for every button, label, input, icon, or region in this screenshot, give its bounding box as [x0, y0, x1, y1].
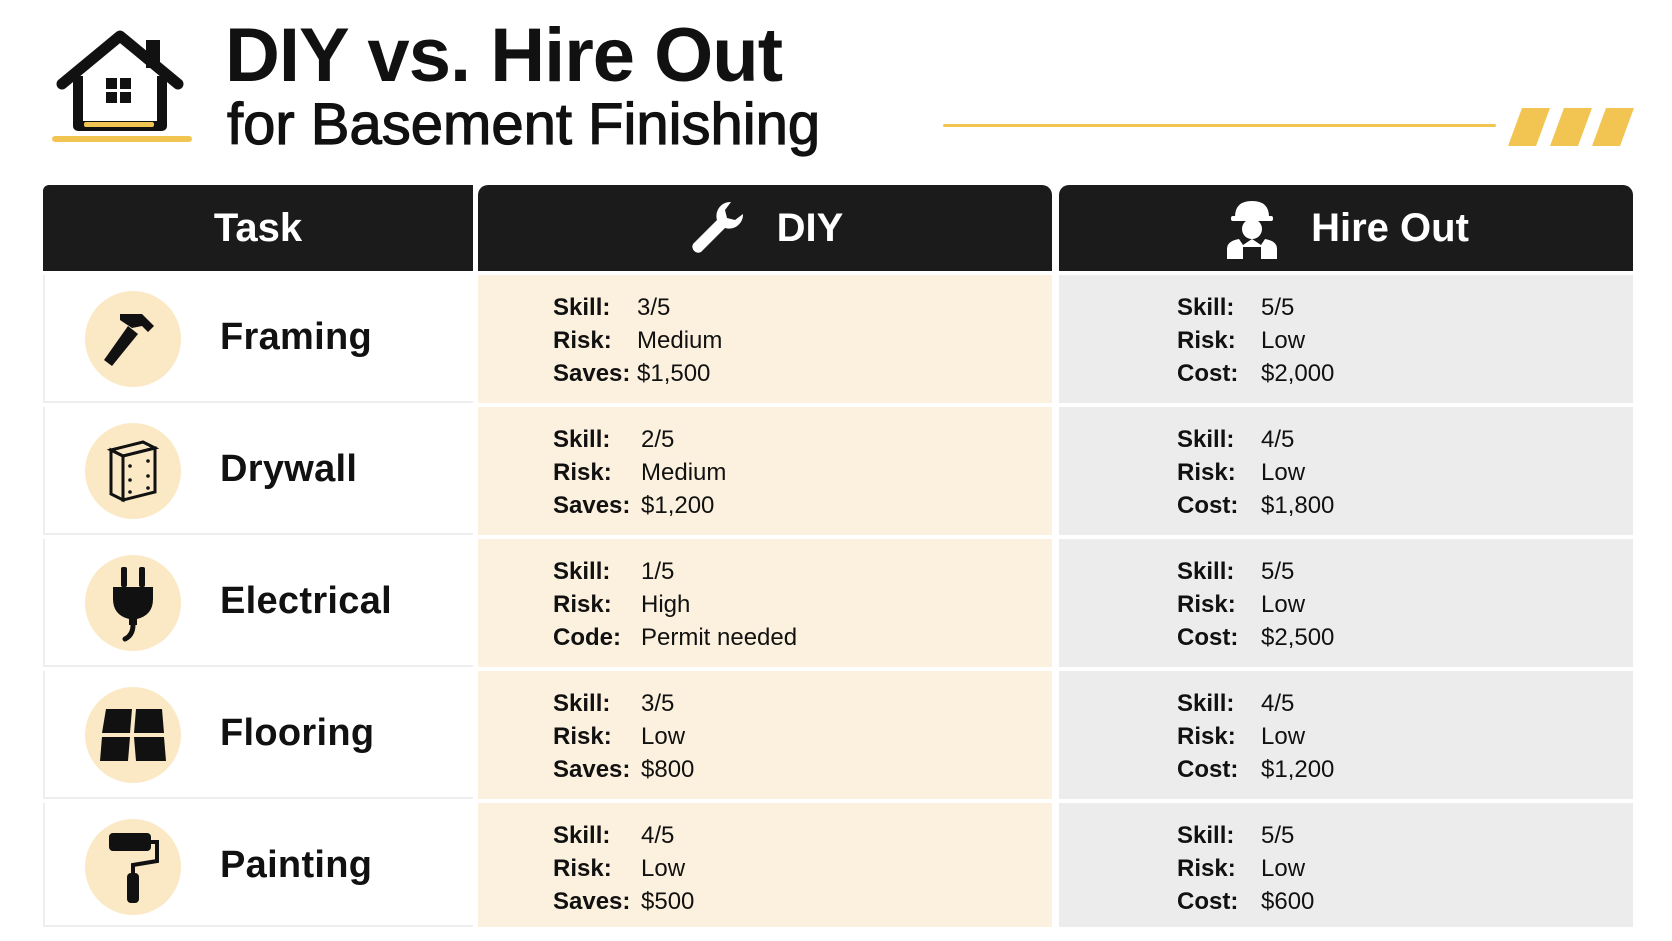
table-row: Flooring	[43, 671, 473, 799]
diy-column-header: DIY	[478, 185, 1052, 271]
metric-skill: Skill: 3/5	[553, 294, 671, 321]
task-name: Electrical	[220, 579, 392, 622]
metric-skill: Skill: 5/5	[1177, 822, 1295, 849]
metric-skill: Skill: 4/5	[553, 822, 675, 849]
diy-metrics: Skill: 3/5 Risk: Medium Saves: $1,500	[553, 291, 722, 390]
task-name: Painting	[220, 843, 373, 886]
table-row: Framing	[43, 275, 473, 403]
page-subtitle: for Basement Finishing	[226, 92, 821, 157]
metric-skill: Skill: 1/5	[553, 558, 675, 585]
metric-risk: Risk: Low	[1177, 459, 1306, 486]
drywall-panel-icon	[85, 423, 181, 519]
metric-saves: Saves: $800	[553, 756, 695, 783]
metric-saves: Saves: $1,500	[553, 360, 711, 387]
diy-metrics: Skill: 1/5 Risk: High Code: Permit needed	[553, 555, 797, 654]
plug-icon	[85, 555, 181, 651]
table-row: Drywall	[43, 407, 473, 535]
metric-code: Code: Permit needed	[553, 624, 798, 651]
table-row: Skill: 5/5 Risk: Low Cost: $600	[1059, 803, 1633, 927]
metric-skill: Skill: 3/5	[553, 690, 675, 717]
metric-risk: Risk: Low	[1177, 327, 1306, 354]
house-icon	[52, 30, 192, 142]
task-name: Drywall	[220, 447, 358, 490]
hire-metrics: Skill: 5/5 Risk: Low Cost: $2,000	[1177, 291, 1334, 390]
hire-metrics: Skill: 5/5 Risk: Low Cost: $2,500	[1177, 555, 1334, 654]
hire-out-column: Hire Out Skill: 5/5 Risk: Low Cost: $2,000 …	[1059, 185, 1633, 927]
worker-icon	[1227, 201, 1278, 259]
table-row: Skill: 4/5 Risk: Low Cost: $1,800	[1059, 407, 1633, 535]
hammer-icon	[85, 291, 181, 387]
floor-tiles-icon	[85, 687, 181, 783]
metric-cost: Cost: $1,800	[1177, 492, 1335, 519]
accent-line	[943, 124, 1496, 127]
table-row: Skill: 1/5 Risk: High Code: Permit needed	[478, 539, 1052, 667]
page-title: DIY vs. Hire Out	[225, 13, 783, 98]
table-row: Skill: 3/5 Risk: Low Saves: $800	[478, 671, 1052, 799]
table-row: Electrical	[43, 539, 473, 667]
hire-metrics: Skill: 5/5 Risk: Low Cost: $600	[1177, 819, 1314, 918]
metric-risk: Risk: Medium	[553, 459, 727, 486]
metric-cost: Cost: $2,500	[1177, 624, 1335, 651]
diy-header-label: DIY	[776, 205, 844, 250]
diy-metrics: Skill: 4/5 Risk: Low Saves: $500	[553, 819, 694, 918]
metric-risk: Risk: Medium	[553, 327, 723, 354]
diy-metrics: Skill: 3/5 Risk: Low Saves: $800	[553, 687, 694, 786]
table-row: Skill: 2/5 Risk: Medium Saves: $1,200	[478, 407, 1052, 535]
metric-risk: Risk: Low	[553, 723, 686, 750]
table-row: Skill: 4/5 Risk: Low Saves: $500	[478, 803, 1052, 927]
table-row: Skill: 4/5 Risk: Low Cost: $1,200	[1059, 671, 1633, 799]
hire-out-column-header: Hire Out	[1059, 185, 1633, 271]
task-name: Framing	[220, 315, 373, 358]
hire-metrics: Skill: 4/5 Risk: Low Cost: $1,800	[1177, 423, 1334, 522]
table-row: Skill: 3/5 Risk: Medium Saves: $1,500	[478, 275, 1052, 403]
task-header-label: Task	[213, 205, 303, 250]
metric-skill: Skill: 2/5	[553, 426, 675, 453]
metric-saves: Saves: $500	[553, 888, 695, 915]
table-row: Painting	[43, 803, 473, 927]
metric-saves: Saves: $1,200	[553, 492, 715, 519]
metric-risk: Risk: Low	[1177, 591, 1306, 618]
metric-skill: Skill: 5/5	[1177, 558, 1295, 585]
hire-out-header-label: Hire Out	[1311, 205, 1469, 250]
metric-risk: Risk: High	[553, 591, 691, 618]
metric-risk: Risk: Low	[1177, 855, 1306, 882]
wrench-icon	[692, 201, 743, 253]
comparison-table: Task Framing	[43, 185, 1633, 927]
task-column-header: Task	[43, 185, 473, 271]
stripes-decoration	[1508, 108, 1634, 146]
table-row: Skill: 5/5 Risk: Low Cost: $2,000	[1059, 275, 1633, 403]
table-row: Skill: 5/5 Risk: Low Cost: $2,500	[1059, 539, 1633, 667]
paint-roller-icon	[85, 819, 181, 915]
metric-skill: Skill: 5/5	[1177, 294, 1295, 321]
metric-risk: Risk: Low	[553, 855, 686, 882]
metric-cost: Cost: $1,200	[1177, 756, 1335, 783]
metric-skill: Skill: 4/5	[1177, 690, 1295, 717]
metric-skill: Skill: 4/5	[1177, 426, 1295, 453]
metric-cost: Cost: $2,000	[1177, 360, 1335, 387]
task-column: Task Framing	[43, 185, 473, 927]
metric-cost: Cost: $600	[1177, 888, 1315, 915]
task-name: Flooring	[220, 711, 375, 754]
metric-risk: Risk: Low	[1177, 723, 1306, 750]
diy-metrics: Skill: 2/5 Risk: Medium Saves: $1,200	[553, 423, 726, 522]
hire-metrics: Skill: 4/5 Risk: Low Cost: $1,200	[1177, 687, 1334, 786]
diy-column: DIY Skill: 3/5 Risk: Medium Saves: $1,500 S…	[478, 185, 1052, 927]
